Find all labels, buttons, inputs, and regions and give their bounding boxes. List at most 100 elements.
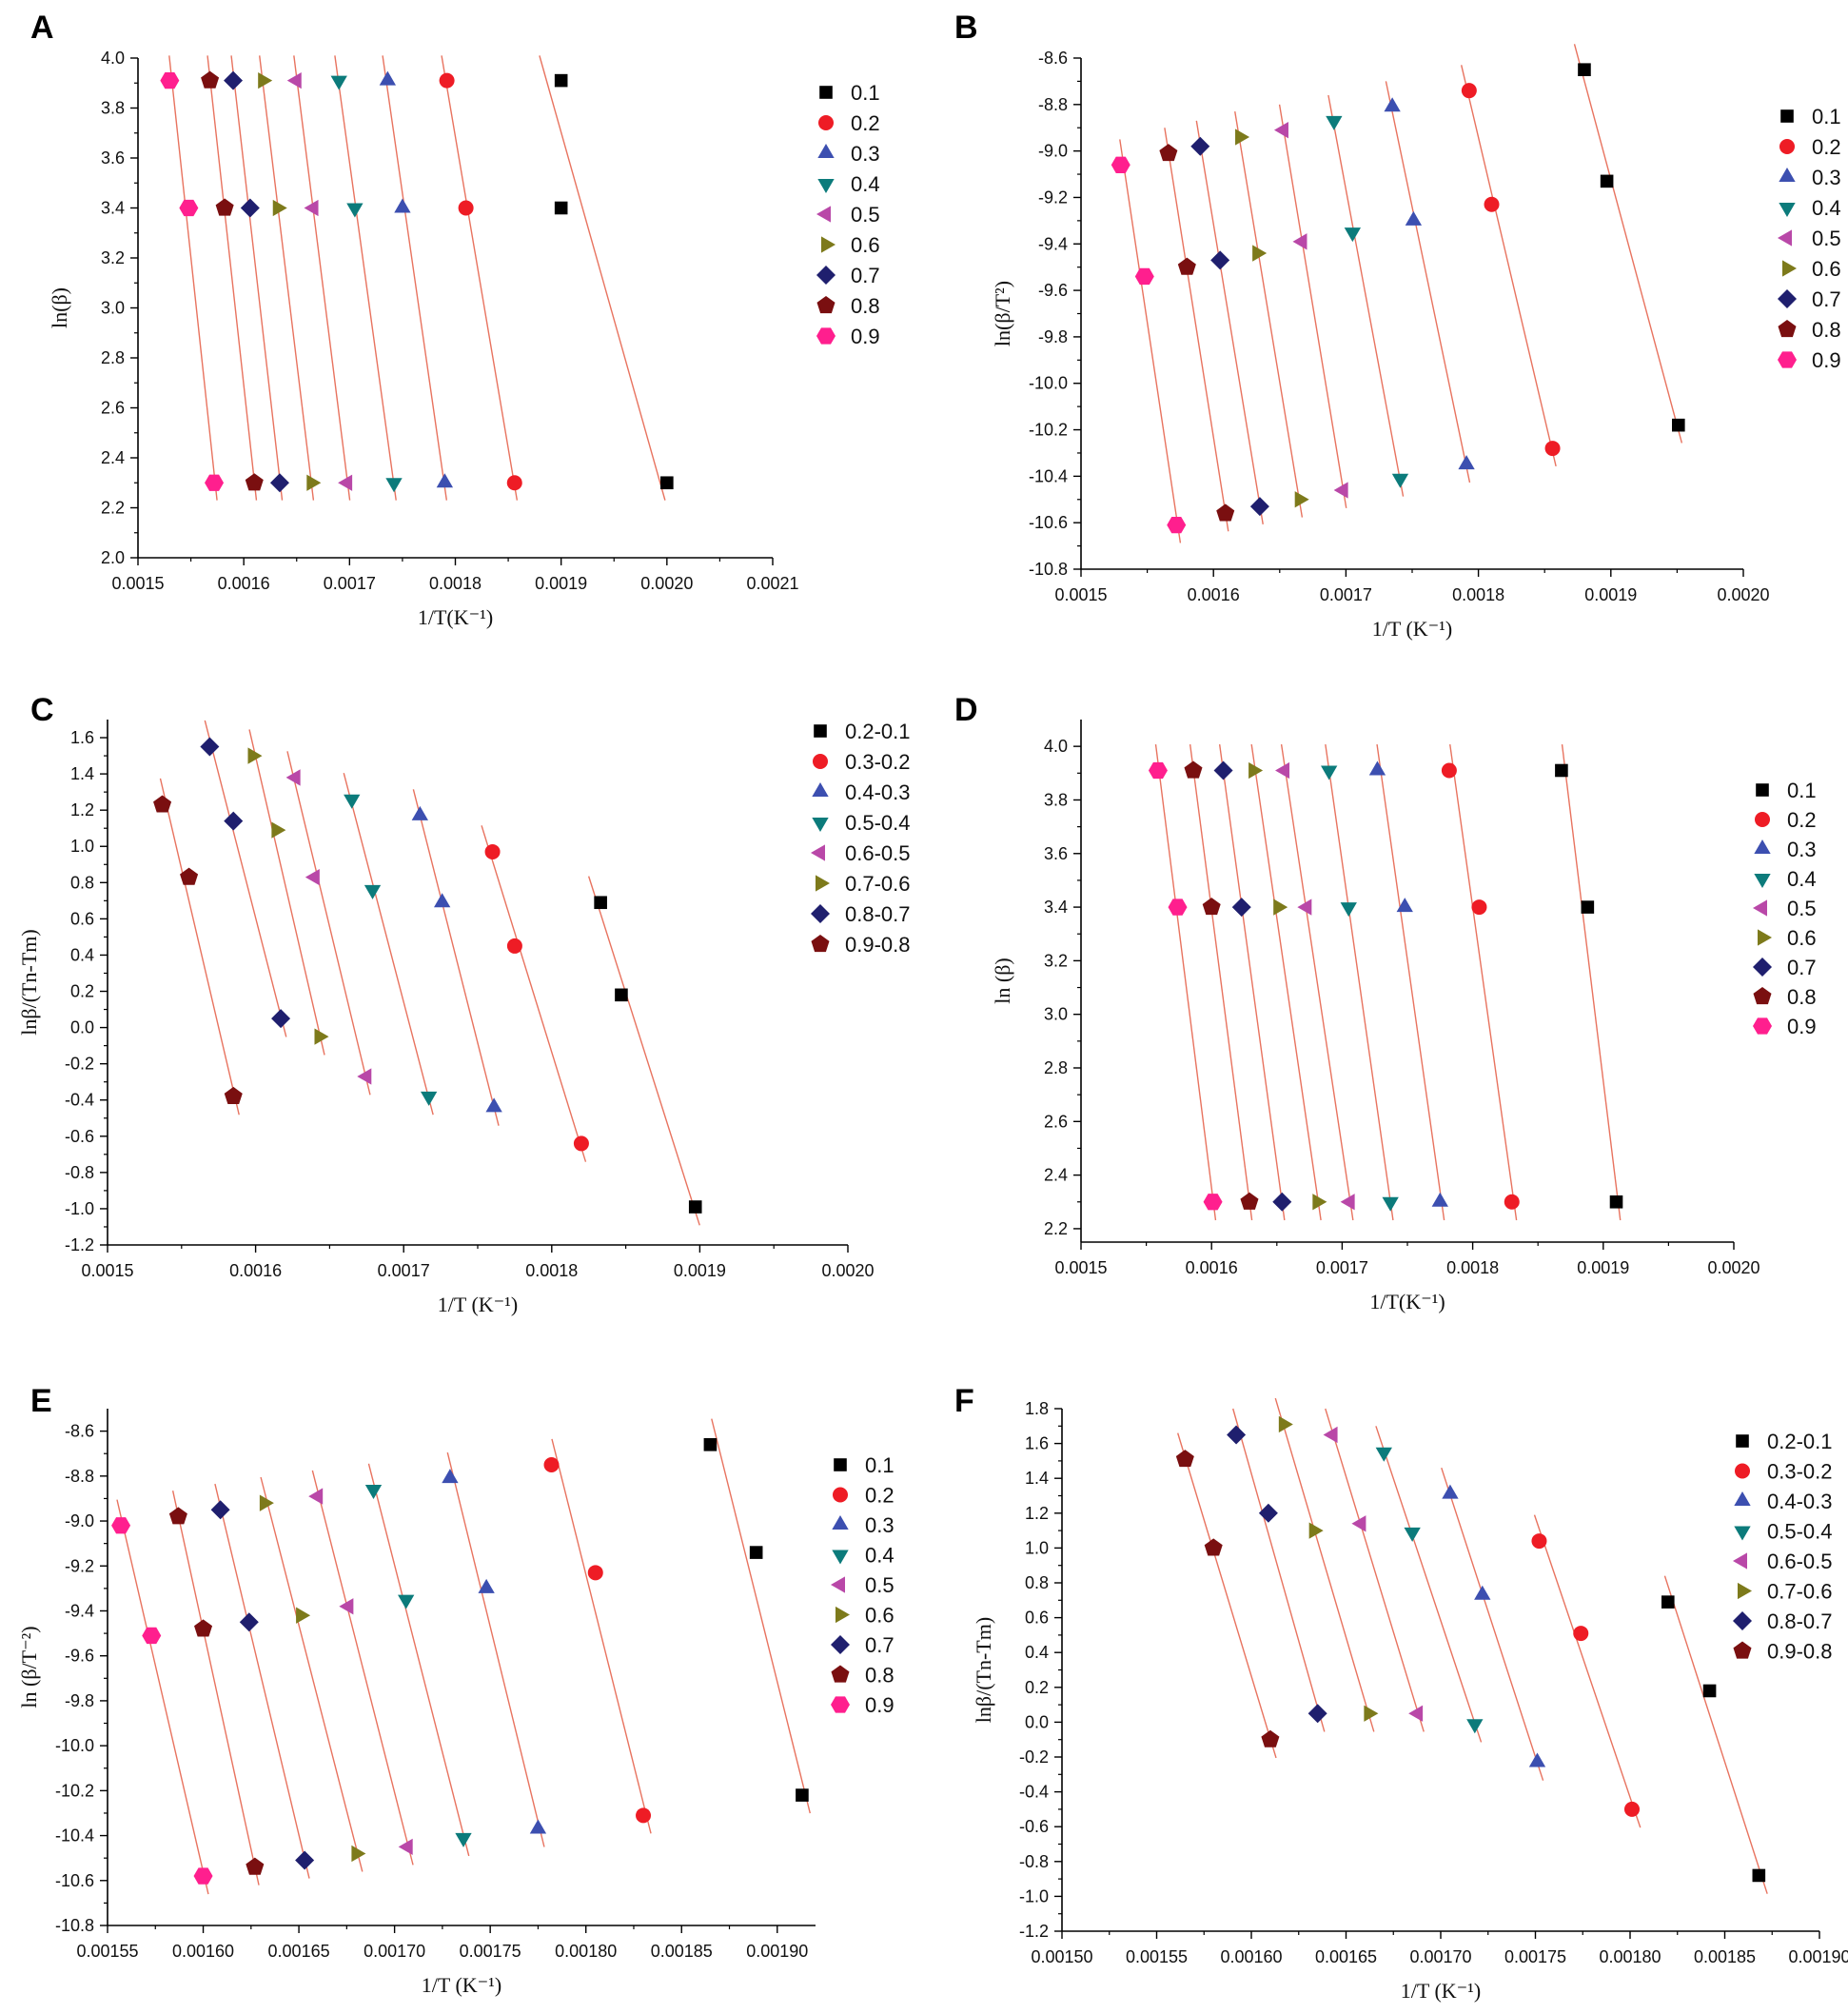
x-tick-label: 0.00170 xyxy=(1409,1947,1471,1966)
data-point xyxy=(1294,491,1309,508)
y-tick-label: -9.8 xyxy=(1038,327,1068,346)
legend-label: 0.5 xyxy=(851,203,880,227)
data-point xyxy=(285,769,301,786)
series-0.1 xyxy=(1573,44,1685,444)
data-point xyxy=(258,71,273,89)
data-point xyxy=(506,938,522,954)
legend-label: 0.9 xyxy=(851,325,880,348)
y-tick-label: 3.6 xyxy=(1044,844,1068,863)
y-tick-label: 2.8 xyxy=(101,348,125,367)
data-point xyxy=(660,476,674,490)
legend-label: 0.8 xyxy=(1787,985,1817,1009)
data-point xyxy=(749,1546,763,1559)
series-0.4 xyxy=(330,55,403,501)
series-0.4-0.3 xyxy=(411,789,502,1126)
fit-line xyxy=(412,789,500,1126)
legend-label: 0.6-0.5 xyxy=(845,841,911,865)
x-tick-label: 0.0015 xyxy=(111,574,164,593)
series-0.4 xyxy=(1326,94,1409,497)
series-0.1 xyxy=(703,1418,811,1814)
legend-marker xyxy=(833,1487,848,1503)
legend: 0.2-0.1 0.3-0.2 0.4-0.3 0.5-0.4 0.6-0.5 0.7-0… xyxy=(811,720,911,957)
data-point xyxy=(478,1578,495,1593)
y-axis-title: ln(β) xyxy=(48,287,71,328)
fit-line xyxy=(539,55,666,501)
fit-line xyxy=(1280,743,1354,1221)
data-point xyxy=(1175,1450,1194,1468)
series-0.6 xyxy=(259,1476,366,1872)
data-point xyxy=(364,1484,383,1499)
data-point xyxy=(529,1819,547,1834)
data-point xyxy=(153,795,172,813)
data-point xyxy=(594,896,607,910)
x-tick-label: 0.0018 xyxy=(1452,585,1504,604)
data-point xyxy=(1111,156,1130,173)
data-point xyxy=(364,884,382,899)
data-point xyxy=(1216,504,1235,522)
series-0.6-0.5 xyxy=(285,751,372,1096)
y-tick-label: -10.0 xyxy=(55,1736,94,1755)
fit-line xyxy=(1375,1426,1483,1743)
data-point xyxy=(1391,473,1409,488)
x-tick-label: 0.0017 xyxy=(324,574,376,593)
legend-label: 0.8 xyxy=(1812,318,1841,342)
legend-marker xyxy=(831,1576,845,1593)
data-point xyxy=(1240,1192,1259,1210)
panel-letter: A xyxy=(30,10,54,46)
y-tick-label: 3.6 xyxy=(101,148,125,168)
legend-label: 0.4-0.3 xyxy=(845,780,911,804)
y-tick-label: 3.8 xyxy=(101,99,125,118)
legend-marker xyxy=(1754,839,1771,854)
data-point xyxy=(1404,1527,1421,1542)
data-point xyxy=(224,70,244,90)
x-tick-label: 0.00180 xyxy=(1599,1947,1661,1966)
series-0.4 xyxy=(1321,743,1399,1221)
x-axis-title: 1/T(K⁻¹) xyxy=(1369,1290,1445,1313)
panel-letter: E xyxy=(30,1383,52,1419)
data-point xyxy=(330,75,347,90)
data-point xyxy=(344,794,361,809)
series-0.2-0.1 xyxy=(587,876,702,1226)
legend-marker xyxy=(1753,987,1772,1005)
fit-line xyxy=(1250,743,1322,1221)
data-point xyxy=(1213,760,1233,780)
y-tick-label: 1.0 xyxy=(70,837,94,856)
fit-line xyxy=(551,1438,652,1834)
y-tick-label: 1.2 xyxy=(70,800,94,819)
legend-label: 0.7 xyxy=(1812,287,1841,311)
data-point xyxy=(346,203,364,218)
data-point xyxy=(1202,898,1221,916)
legend-marker xyxy=(1782,260,1797,277)
y-tick-label: -8.6 xyxy=(65,1422,94,1441)
legend-marker xyxy=(813,754,828,769)
fit-line xyxy=(1325,1408,1425,1732)
data-point xyxy=(436,473,454,488)
panel-B: B 0.0015 0.0016 0.0017 0.0018 0.0019 0.0020 -10… xyxy=(954,10,1841,641)
data-point xyxy=(1458,455,1475,470)
legend-marker xyxy=(812,782,829,797)
data-point xyxy=(271,821,286,839)
series-0.8 xyxy=(1159,128,1235,532)
y-tick-label: -0.2 xyxy=(65,1055,94,1074)
data-point xyxy=(1159,144,1178,162)
legend-label: 0.3 xyxy=(1812,166,1841,189)
data-point xyxy=(200,737,220,757)
legend-label: 0.4 xyxy=(1787,867,1817,891)
y-tick-label: -10.6 xyxy=(1029,513,1068,532)
data-point xyxy=(269,473,289,493)
legend-marker xyxy=(1738,1582,1752,1600)
data-point xyxy=(439,72,455,89)
data-point xyxy=(1190,136,1210,156)
y-tick-label: 4.0 xyxy=(1044,737,1068,756)
x-tick-label: 0.0018 xyxy=(525,1261,578,1280)
data-point xyxy=(1231,898,1251,918)
legend-marker xyxy=(1733,1611,1752,1630)
legend-marker xyxy=(1736,1434,1749,1448)
data-point xyxy=(179,199,199,217)
data-point xyxy=(193,1867,213,1885)
legend-marker xyxy=(1735,1463,1750,1479)
x-tick-label: 0.00185 xyxy=(651,1942,713,1961)
legend-marker xyxy=(1778,229,1792,247)
data-point xyxy=(1210,250,1230,270)
data-point xyxy=(272,199,287,217)
